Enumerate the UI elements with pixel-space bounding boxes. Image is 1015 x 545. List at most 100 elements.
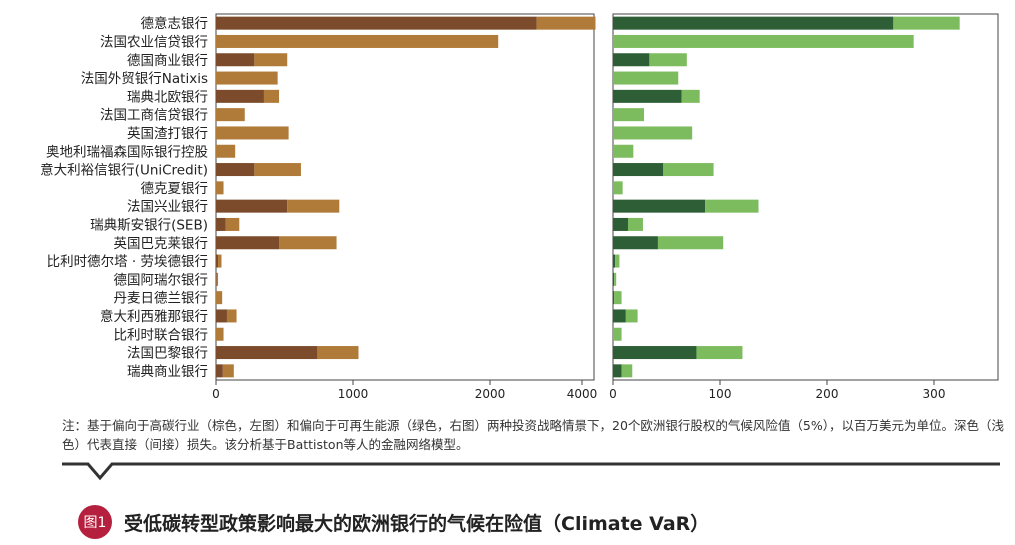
bar-direct: [216, 53, 255, 67]
bar-direct: [613, 16, 894, 30]
right-panel-frame: [612, 13, 999, 381]
bar-indirect: [614, 291, 622, 305]
bar-direct: [613, 364, 622, 378]
left-panel-frame: [215, 13, 595, 381]
bar-indirect: [613, 144, 634, 158]
bar-direct: [613, 236, 658, 250]
category-label: 比利时德尔塔 · 劳埃德银行: [47, 254, 208, 270]
category-label: 瑞典北欧银行: [127, 89, 208, 105]
category-label: 比利时联合银行: [114, 327, 209, 343]
bar-indirect: [625, 309, 638, 323]
tick-label: 300: [923, 387, 946, 401]
bar-indirect: [649, 53, 687, 67]
category-label: 意大利西雅那银行: [100, 308, 208, 325]
bar-indirect: [254, 163, 301, 177]
bar-indirect: [263, 89, 280, 103]
bar-indirect: [216, 144, 236, 158]
bar-indirect: [216, 181, 224, 195]
category-label: 意大利裕信银行(UniCredit): [40, 162, 208, 179]
bar-direct: [216, 364, 223, 378]
category-label: 法国外贸银行Natixis: [81, 71, 208, 87]
bar-indirect: [216, 272, 219, 286]
bar-direct: [613, 291, 615, 305]
bar-indirect: [225, 217, 240, 231]
bar-indirect: [536, 16, 596, 30]
bar-indirect: [696, 346, 743, 360]
bar-indirect: [216, 108, 245, 122]
bar-indirect: [216, 126, 289, 140]
bar-indirect: [614, 272, 617, 286]
bar-indirect: [613, 181, 623, 195]
bar-indirect: [216, 291, 223, 305]
bar-indirect: [627, 217, 643, 231]
bar-direct: [613, 309, 626, 323]
bar-indirect: [216, 327, 224, 341]
bar-indirect: [216, 71, 278, 85]
figure-badge: 图1: [78, 505, 112, 539]
category-label: 瑞典斯安银行(SEB): [90, 217, 208, 233]
right-axis-ticks: 0100200300400: [609, 380, 946, 401]
bar-indirect: [613, 108, 645, 122]
bar-indirect: [254, 53, 288, 67]
category-label: 德意志银行: [141, 15, 209, 32]
bar-indirect: [663, 163, 714, 177]
category-label: 德克夏银行: [141, 181, 209, 197]
tick-label: 4000: [567, 387, 598, 401]
bar-indirect: [615, 254, 620, 268]
tick-label: 1000: [338, 387, 369, 401]
bar-indirect: [893, 16, 960, 30]
category-label: 瑞典商业银行: [127, 364, 208, 380]
bar-direct: [613, 346, 697, 360]
category-label: 法国工商信贷银行: [100, 108, 208, 124]
bar-indirect: [621, 364, 633, 378]
category-label: 法国农业信贷银行: [100, 34, 208, 50]
bar-indirect: [226, 309, 237, 323]
bar-direct: [613, 53, 650, 67]
bar-indirect: [222, 364, 234, 378]
left-axis-ticks: 0 1000 2000 4000: [212, 380, 597, 401]
bar-direct: [216, 236, 280, 250]
bar-direct: [216, 16, 537, 30]
category-label: 法国兴业银行: [127, 199, 208, 215]
bar-direct: [216, 217, 226, 231]
left-panel-bars: [216, 16, 596, 378]
bar-direct: [216, 346, 318, 360]
bar-indirect: [705, 199, 759, 213]
bar-direct: [613, 89, 682, 103]
tick-label: 2000: [475, 387, 506, 401]
bar-direct: [216, 163, 255, 177]
category-label: 德国阿瑞尔银行: [114, 272, 209, 288]
bar-indirect: [218, 254, 222, 268]
bar-direct: [613, 272, 615, 286]
bar-indirect: [317, 346, 359, 360]
bar-indirect: [613, 71, 679, 85]
bar-indirect: [681, 89, 700, 103]
bar-direct: [216, 89, 264, 103]
bar-direct: [216, 309, 227, 323]
bar-direct: [216, 199, 288, 213]
right-panel-bars: [613, 16, 960, 378]
bar-direct: [216, 254, 219, 268]
bar-indirect: [613, 327, 622, 341]
figure-note: 注：基于偏向于高碳行业（棕色，左图）和偏向于可再生能源（绿色，右图）两种投资战略…: [62, 418, 1004, 452]
tick-label: 0: [609, 387, 617, 401]
bar-direct: [613, 199, 706, 213]
category-label: 丹麦日德兰银行: [114, 291, 209, 307]
bar-direct: [216, 272, 217, 286]
category-label: 法国巴黎银行: [127, 346, 208, 362]
bar-indirect: [216, 34, 499, 48]
figure-caption: 图1 受低碳转型政策影响最大的欧洲银行的气候在险值（Climate VaR）: [78, 505, 709, 539]
category-label: 英国巴克莱银行: [114, 235, 209, 252]
category-label: 奥地利瑞福森国际银行控股: [46, 143, 208, 160]
bar-indirect: [279, 236, 337, 250]
tick-label: 200: [816, 387, 839, 401]
bar-indirect: [657, 236, 724, 250]
section-divider: [62, 462, 1000, 481]
category-label: 英国渣打银行: [127, 125, 208, 142]
category-label: 德国商业银行: [127, 53, 208, 69]
bar-direct: [613, 217, 628, 231]
bar-direct: [613, 163, 664, 177]
figure-title: 受低碳转型政策影响最大的欧洲银行的气候在险值（Climate VaR）: [124, 512, 710, 535]
